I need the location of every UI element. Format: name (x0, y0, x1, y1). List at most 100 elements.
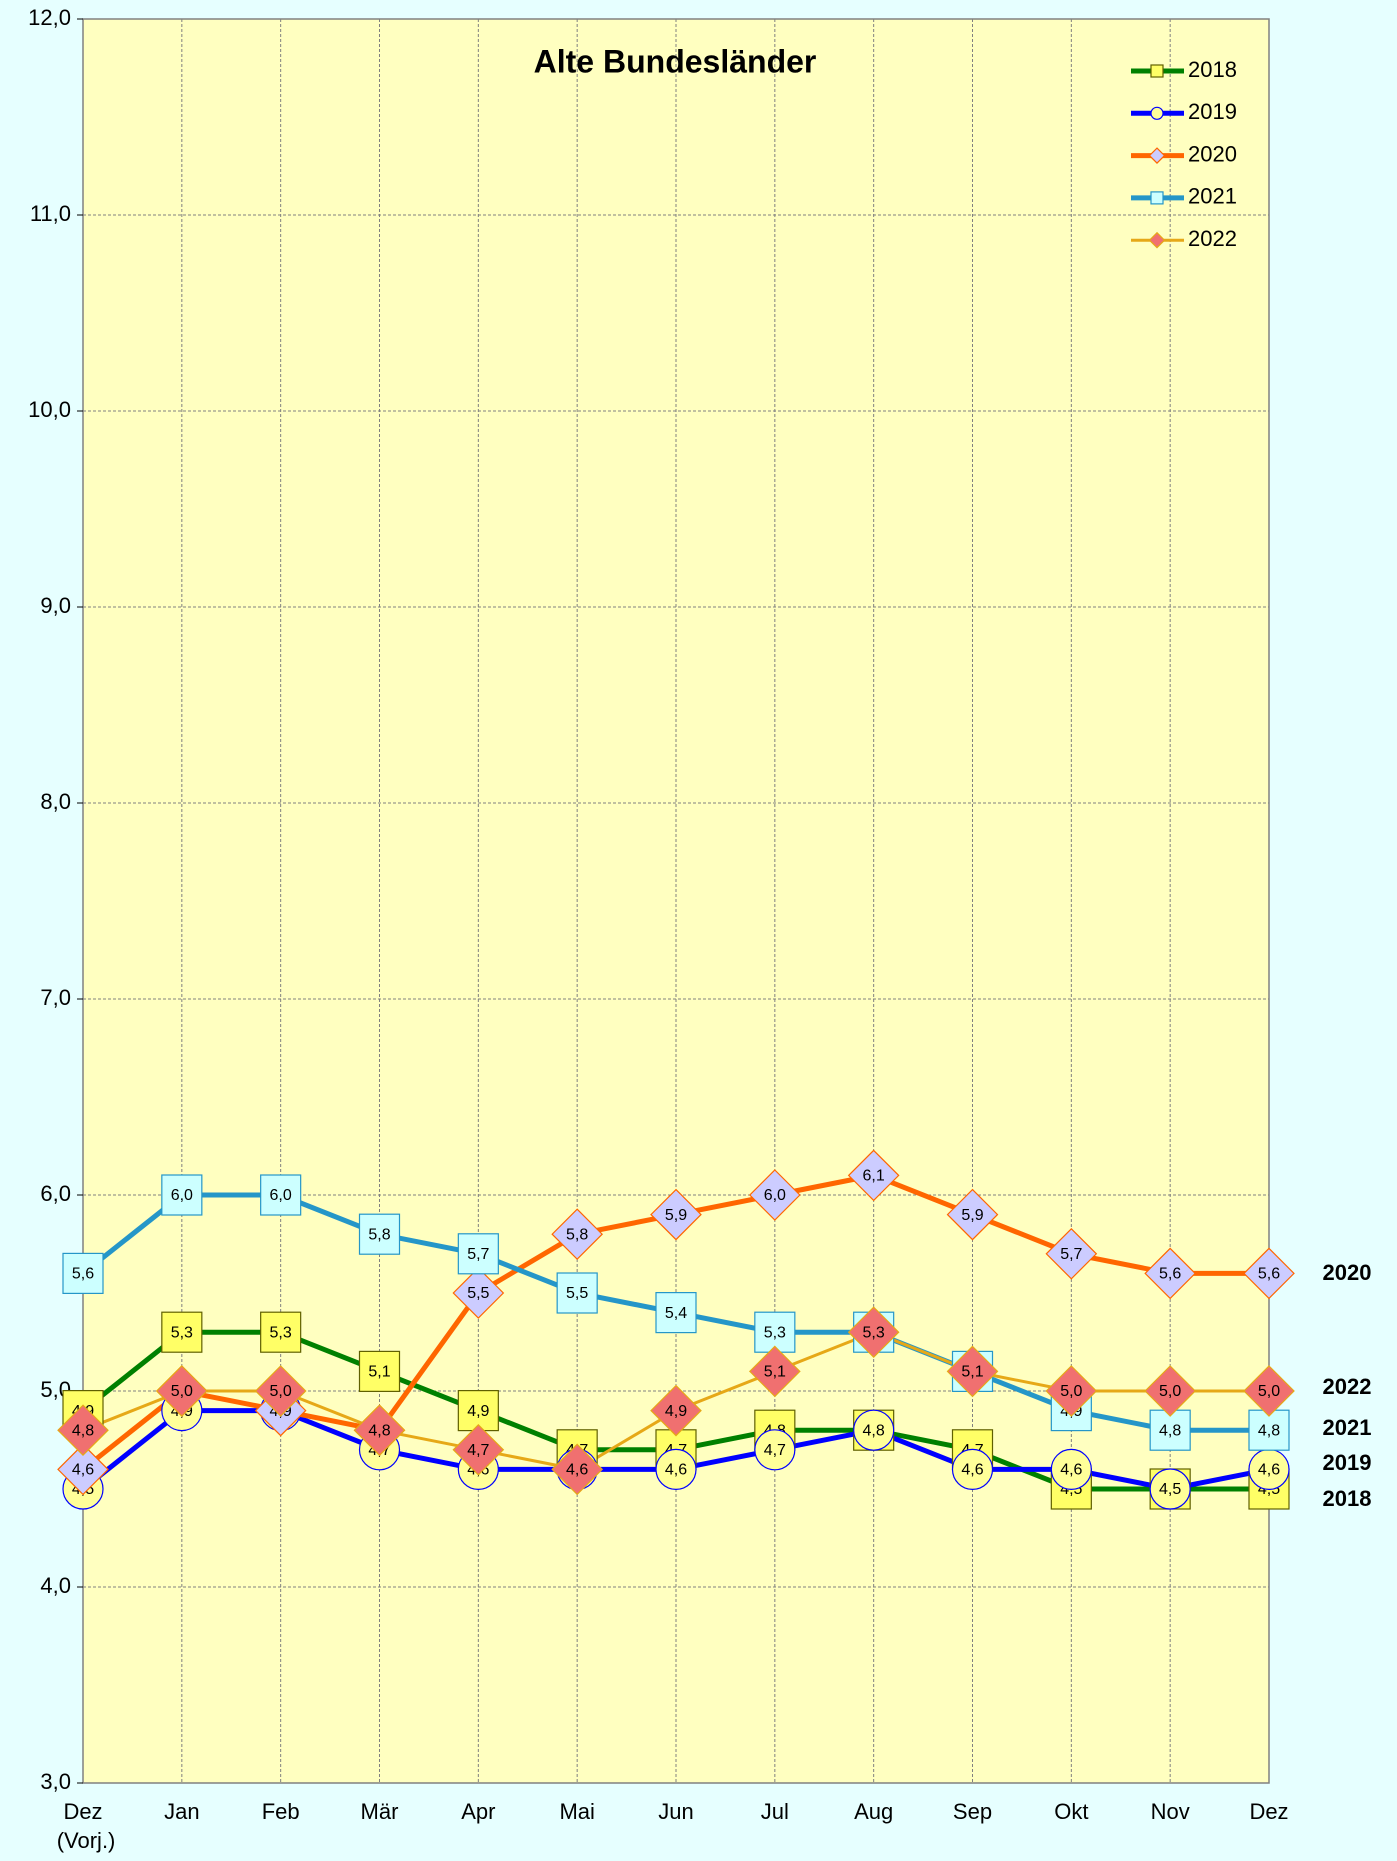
marker (1148, 231, 1166, 249)
value-label: 5,0 (1060, 1383, 1082, 1400)
marker (853, 1409, 895, 1451)
value-label: 5,1 (368, 1364, 390, 1381)
y-tick-label: 3,0 (40, 1769, 71, 1794)
marker (946, 1345, 999, 1398)
y-tick-label: 7,0 (40, 985, 71, 1010)
marker (260, 1311, 302, 1353)
value-label: 5,1 (764, 1364, 786, 1381)
value-label: 5,3 (764, 1324, 786, 1341)
marker (57, 1404, 109, 1457)
marker (62, 1252, 104, 1295)
marker (161, 1174, 203, 1216)
value-label: 4,6 (961, 1462, 983, 1479)
value-label: 5,8 (566, 1226, 588, 1243)
end-label: 2022 (1323, 1374, 1372, 1399)
marker (1150, 191, 1164, 205)
marker (650, 1384, 702, 1437)
y-tick-label: 4,0 (40, 1573, 71, 1598)
value-label: 5,9 (665, 1207, 687, 1224)
marker (754, 1311, 796, 1353)
value-label: 5,5 (566, 1285, 588, 1302)
marker (1045, 1365, 1098, 1417)
x-tick-label: Mai (559, 1799, 594, 1824)
marker (951, 1448, 994, 1491)
marker (358, 1213, 401, 1255)
marker (1144, 1365, 1197, 1417)
legend-label: 2018 (1188, 57, 1237, 82)
value-label: 5,0 (1258, 1383, 1280, 1400)
marker (1243, 1247, 1295, 1300)
value-label: 5,9 (961, 1207, 983, 1224)
y-tick-label: 12,0 (28, 5, 71, 30)
value-label: 4,6 (1258, 1462, 1280, 1479)
value-label: 4,6 (665, 1462, 687, 1479)
value-label: 6,1 (863, 1168, 885, 1185)
marker (1144, 1247, 1197, 1300)
marker (1050, 1448, 1092, 1491)
marker (358, 1350, 401, 1393)
y-tick-label: 10,0 (28, 397, 71, 422)
value-label: 6,0 (270, 1187, 292, 1204)
y-tick-label: 6,0 (40, 1181, 71, 1206)
y-tick-label: 8,0 (40, 789, 71, 814)
marker (155, 1365, 208, 1417)
value-label: 4,8 (863, 1422, 885, 1439)
legend-label: 2020 (1188, 141, 1237, 166)
marker (748, 1345, 801, 1398)
marker (1149, 1468, 1191, 1510)
value-label: 5,0 (270, 1383, 292, 1400)
x-tick-label: Dez (Vorj.) (51, 1799, 116, 1853)
x-tick-label: Aug (854, 1799, 893, 1824)
marker (353, 1404, 406, 1457)
marker (1150, 106, 1164, 120)
marker (260, 1174, 302, 1216)
marker (655, 1448, 697, 1491)
value-label: 4,6 (72, 1462, 94, 1479)
end-label: 2021 (1323, 1415, 1372, 1440)
value-label: 5,0 (171, 1383, 193, 1400)
marker (847, 1306, 900, 1359)
marker (1045, 1227, 1098, 1280)
legend-label: 2022 (1188, 226, 1237, 251)
marker (452, 1267, 505, 1319)
value-label: 5,3 (171, 1324, 193, 1341)
marker (847, 1149, 900, 1202)
marker (754, 1429, 796, 1471)
marker (551, 1208, 604, 1261)
value-label: 5,1 (961, 1364, 983, 1381)
marker (161, 1311, 203, 1353)
value-label: 5,6 (72, 1266, 94, 1283)
y-tick-label: 11,0 (30, 201, 71, 226)
value-label: 4,7 (467, 1442, 489, 1459)
x-tick-label: Jan (164, 1799, 199, 1824)
value-label: 4,8 (1159, 1422, 1181, 1439)
value-label: 4,9 (665, 1403, 687, 1420)
marker (1148, 147, 1166, 164)
chart-title: Alte Bundesländer (534, 43, 817, 79)
value-label: 4,7 (764, 1442, 786, 1459)
marker (551, 1443, 604, 1496)
value-label: 5,5 (467, 1285, 489, 1302)
y-tick-label: 9,0 (40, 593, 71, 618)
marker (457, 1389, 499, 1432)
value-label: 5,8 (368, 1226, 390, 1243)
value-label: 5,7 (467, 1246, 489, 1263)
end-label: 2019 (1323, 1450, 1372, 1475)
value-label: 4,9 (467, 1403, 489, 1420)
x-tick-label: Jun (658, 1799, 693, 1824)
marker (1243, 1365, 1295, 1417)
value-label: 5,7 (1060, 1246, 1082, 1263)
marker (650, 1188, 702, 1241)
marker (452, 1423, 505, 1476)
legend-label: 2019 (1188, 99, 1237, 124)
marker (655, 1291, 697, 1334)
value-label: 6,0 (764, 1187, 786, 1204)
value-label: 5,4 (665, 1305, 687, 1322)
x-tick-label: Apr (461, 1799, 495, 1824)
end-label: 2020 (1323, 1260, 1372, 1285)
end-label: 2018 (1323, 1486, 1372, 1511)
x-tick-label: Dez (1249, 1799, 1288, 1824)
x-tick-label: Mär (361, 1799, 399, 1824)
x-tick-label: Sep (953, 1799, 992, 1824)
